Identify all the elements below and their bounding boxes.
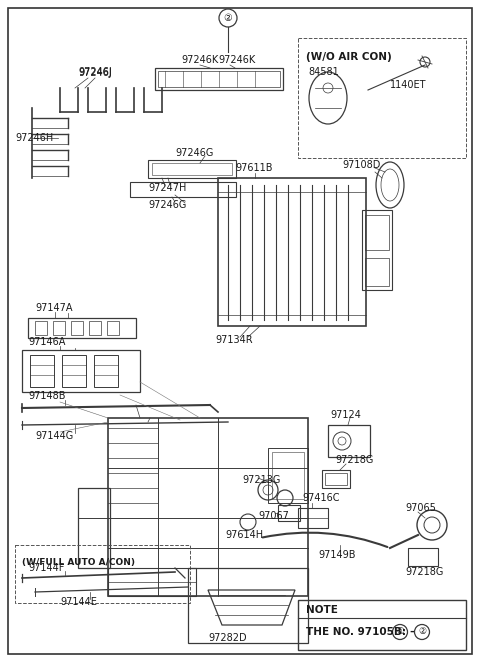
Text: 97416C: 97416C <box>302 493 339 503</box>
Text: 97246J: 97246J <box>78 67 112 77</box>
Text: ②: ② <box>418 628 426 636</box>
Bar <box>218 178 366 326</box>
Bar <box>272 452 304 499</box>
Bar <box>158 71 280 87</box>
Text: 97246H: 97246H <box>15 133 53 143</box>
Text: (W/O AIR CON): (W/O AIR CON) <box>306 52 392 62</box>
Bar <box>152 163 232 175</box>
Bar <box>78 488 110 568</box>
Bar <box>325 473 347 485</box>
Text: 97147A: 97147A <box>35 303 72 313</box>
Text: 97246G: 97246G <box>175 148 214 158</box>
Bar <box>35 321 47 335</box>
Bar <box>188 568 308 643</box>
Text: 97247H: 97247H <box>148 183 186 193</box>
Bar <box>108 418 308 596</box>
Bar <box>148 160 236 178</box>
Text: THE NO. 97105B:: THE NO. 97105B: <box>306 627 406 637</box>
Text: ②: ② <box>224 13 232 23</box>
Text: -: - <box>410 627 414 637</box>
Bar <box>362 210 392 290</box>
Bar <box>408 548 438 566</box>
Bar <box>268 448 308 503</box>
Text: 97149B: 97149B <box>318 550 356 560</box>
Text: 97611B: 97611B <box>235 163 273 173</box>
Text: 97144G: 97144G <box>35 431 73 441</box>
Bar <box>365 215 389 250</box>
Bar <box>15 545 190 603</box>
Bar <box>22 350 140 392</box>
Bar <box>278 505 300 521</box>
Text: ①: ① <box>396 628 404 636</box>
Text: (W/FULL AUTO A/CON): (W/FULL AUTO A/CON) <box>22 558 135 567</box>
Text: 97134R: 97134R <box>215 335 252 345</box>
Bar <box>71 321 83 335</box>
Text: 97124: 97124 <box>330 410 361 420</box>
Bar <box>107 321 119 335</box>
Bar <box>94 355 118 387</box>
Text: 97067: 97067 <box>258 511 289 521</box>
Text: 84581: 84581 <box>308 67 339 77</box>
Bar <box>298 38 466 158</box>
Text: 97218G: 97218G <box>405 567 444 577</box>
Bar <box>365 258 389 286</box>
Bar <box>30 355 54 387</box>
Bar <box>130 182 236 197</box>
Text: 97614H: 97614H <box>225 530 263 540</box>
Text: 97213G: 97213G <box>242 475 280 485</box>
Text: 97218G: 97218G <box>335 455 373 465</box>
Bar <box>53 321 65 335</box>
Text: NOTE: NOTE <box>306 605 338 615</box>
Text: 97148B: 97148B <box>28 391 65 401</box>
Text: 97246K: 97246K <box>181 55 218 65</box>
Text: 97144F: 97144F <box>28 563 64 573</box>
Text: 97146A: 97146A <box>28 337 65 347</box>
Bar <box>328 425 370 457</box>
Text: 97065: 97065 <box>405 503 436 513</box>
Bar <box>28 318 136 338</box>
Text: 97144E: 97144E <box>60 597 97 607</box>
Bar <box>298 508 328 528</box>
Text: 97282D: 97282D <box>209 633 247 643</box>
Text: 97246G: 97246G <box>148 200 186 210</box>
Bar <box>62 355 86 387</box>
Text: 1140ET: 1140ET <box>390 80 427 90</box>
Bar <box>108 568 196 596</box>
Bar <box>322 470 350 488</box>
Bar <box>155 68 283 90</box>
Text: 97108D: 97108D <box>342 160 380 170</box>
Text: 97246J: 97246J <box>78 68 112 78</box>
Bar <box>89 321 101 335</box>
Bar <box>298 600 466 650</box>
Text: 97246K: 97246K <box>218 55 255 65</box>
